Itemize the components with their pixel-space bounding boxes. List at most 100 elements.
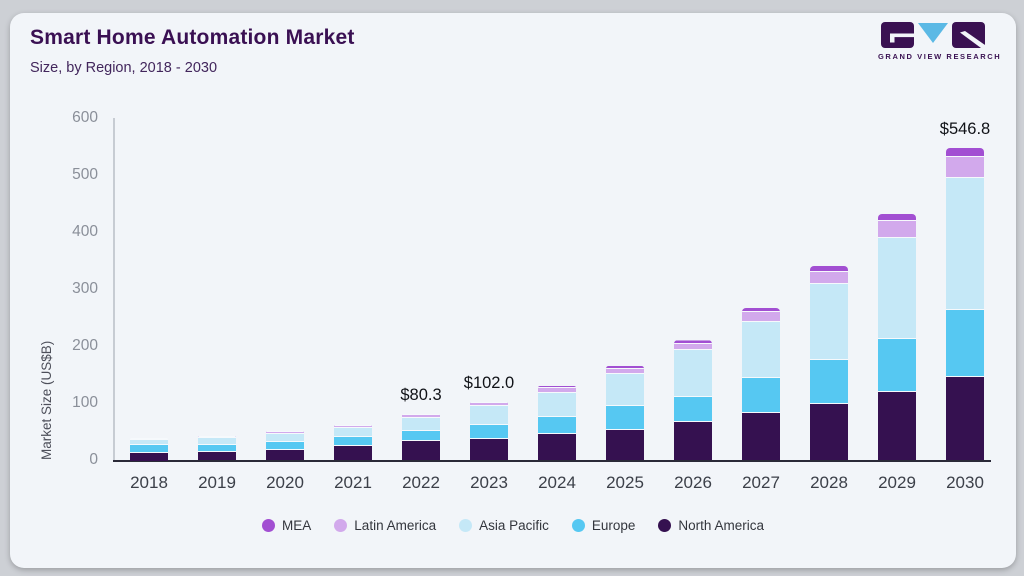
bar-segment-asia-pacific[interactable]	[674, 350, 712, 397]
legend-label: MEA	[282, 518, 312, 533]
bar-segment-europe[interactable]	[742, 378, 780, 414]
bar-segment-mea[interactable]	[946, 148, 984, 157]
bar-segment-europe[interactable]	[810, 359, 848, 404]
bar-segment-north-america[interactable]	[810, 403, 848, 460]
bar-segment-europe[interactable]	[130, 445, 168, 453]
brand-logo: GRAND VIEW RESEARCH	[878, 22, 1000, 61]
bar-segment-asia-pacific[interactable]	[878, 237, 916, 339]
bar-segment-asia-pacific[interactable]	[946, 177, 984, 311]
bar-segment-asia-pacific[interactable]	[402, 417, 440, 431]
bar-segment-north-america[interactable]	[130, 452, 168, 461]
bar-value-label: $102.0	[463, 373, 515, 392]
bar-segment-mea[interactable]	[674, 340, 712, 344]
bar-segment-europe[interactable]	[878, 338, 916, 392]
bar-segment-mea[interactable]	[130, 438, 168, 440]
bar-segment-north-america[interactable]	[334, 446, 372, 461]
bar-segment-mea[interactable]	[198, 435, 236, 437]
bar-group-2030[interactable]	[946, 148, 984, 460]
bar-segment-asia-pacific[interactable]	[198, 437, 236, 445]
bar-group-2020[interactable]	[266, 430, 304, 461]
bar-segment-europe[interactable]	[538, 417, 576, 435]
bar-segment-latin-america[interactable]	[674, 343, 712, 351]
bar-segment-europe[interactable]	[606, 406, 644, 430]
bar-segment-europe[interactable]	[470, 424, 508, 440]
bar-segment-latin-america[interactable]	[810, 272, 848, 285]
bar-group-2023[interactable]	[470, 401, 508, 460]
legend-item-north-america[interactable]: North America	[658, 518, 764, 533]
bar-segment-asia-pacific[interactable]	[606, 373, 644, 407]
bar-group-2025[interactable]	[606, 365, 644, 460]
bar-segment-mea[interactable]	[266, 430, 304, 432]
bar-segment-europe[interactable]	[334, 437, 372, 447]
bar-group-2029[interactable]	[878, 214, 916, 460]
bar-segment-mea[interactable]	[742, 307, 780, 313]
bar-segment-asia-pacific[interactable]	[266, 433, 304, 442]
bar-segment-north-america[interactable]	[606, 429, 644, 460]
legend-label: Asia Pacific	[479, 518, 549, 533]
bar-group-2022[interactable]	[402, 414, 440, 460]
bar-group-2019[interactable]	[198, 435, 236, 461]
bar-segment-latin-america[interactable]	[266, 431, 304, 434]
x-tick-label: 2023	[470, 473, 508, 492]
bar-segment-mea[interactable]	[606, 365, 644, 369]
bar-segment-mea[interactable]	[810, 266, 848, 273]
bar-segment-europe[interactable]	[402, 430, 440, 442]
bar-segment-asia-pacific[interactable]	[130, 440, 168, 446]
bar-segment-mea[interactable]	[538, 386, 576, 389]
bar-segment-north-america[interactable]	[878, 391, 916, 460]
bar-segment-asia-pacific[interactable]	[334, 427, 372, 438]
bar-segment-europe[interactable]	[946, 310, 984, 377]
bar-group-2027[interactable]	[742, 307, 780, 460]
legend: MEA Latin America Asia Pacific Europe North …	[10, 518, 1016, 533]
bar-segment-asia-pacific[interactable]	[742, 322, 780, 379]
bar-segment-north-america[interactable]	[470, 439, 508, 460]
bar-segment-europe[interactable]	[198, 444, 236, 452]
bar-segment-latin-america[interactable]	[470, 403, 508, 406]
bar-segment-asia-pacific[interactable]	[470, 405, 508, 425]
bar-segment-north-america[interactable]	[266, 449, 304, 461]
bar-segment-latin-america[interactable]	[742, 312, 780, 323]
bar-segment-latin-america[interactable]	[946, 156, 984, 178]
bar-segment-asia-pacific[interactable]	[810, 284, 848, 360]
bar-value-label: $80.3	[400, 386, 442, 405]
y-tick-label: 300	[72, 280, 98, 297]
gvr-logo-icon	[881, 22, 985, 48]
bar-segment-mea[interactable]	[878, 214, 916, 222]
bar-group-2021[interactable]	[334, 424, 372, 461]
legend-label: Europe	[591, 518, 636, 533]
bar-segment-latin-america[interactable]	[606, 368, 644, 374]
legend-item-mea[interactable]: MEA	[262, 518, 311, 533]
bar-segment-latin-america[interactable]	[130, 439, 168, 441]
y-tick-label: 200	[72, 337, 98, 354]
bar-segment-mea[interactable]	[402, 414, 440, 416]
bar-segment-latin-america[interactable]	[198, 436, 236, 438]
x-tick-label: 2029	[878, 473, 916, 492]
legend-item-asia-pacific[interactable]: Asia Pacific	[459, 518, 549, 533]
bar-segment-mea[interactable]	[470, 401, 508, 403]
x-axis-line	[113, 460, 991, 462]
bar-segment-asia-pacific[interactable]	[538, 393, 576, 418]
bar-segment-latin-america[interactable]	[878, 221, 916, 238]
bar-group-2026[interactable]	[674, 340, 712, 460]
bar-group-2024[interactable]	[538, 386, 576, 460]
bar-segment-north-america[interactable]	[538, 434, 576, 460]
bar-segment-europe[interactable]	[674, 396, 712, 422]
bar-segment-north-america[interactable]	[674, 421, 712, 460]
x-tick-label: 2021	[334, 473, 372, 492]
bar-segment-north-america[interactable]	[946, 376, 984, 460]
bar-segment-north-america[interactable]	[402, 441, 440, 460]
bar-segment-north-america[interactable]	[198, 451, 236, 461]
bar-segment-europe[interactable]	[266, 441, 304, 450]
y-tick-label: 0	[89, 451, 98, 468]
bar-segment-mea[interactable]	[334, 424, 372, 426]
legend-item-latin-america[interactable]: Latin America	[334, 518, 436, 533]
bar-segment-latin-america[interactable]	[402, 415, 440, 418]
bar-segment-north-america[interactable]	[742, 413, 780, 460]
bar-group-2018[interactable]	[130, 438, 168, 461]
bar-segment-latin-america[interactable]	[334, 425, 372, 428]
legend-item-europe[interactable]: Europe	[571, 518, 636, 533]
bar-segment-latin-america[interactable]	[538, 388, 576, 394]
legend-swatch-icon	[334, 519, 348, 532]
bar-group-2028[interactable]	[810, 266, 848, 460]
